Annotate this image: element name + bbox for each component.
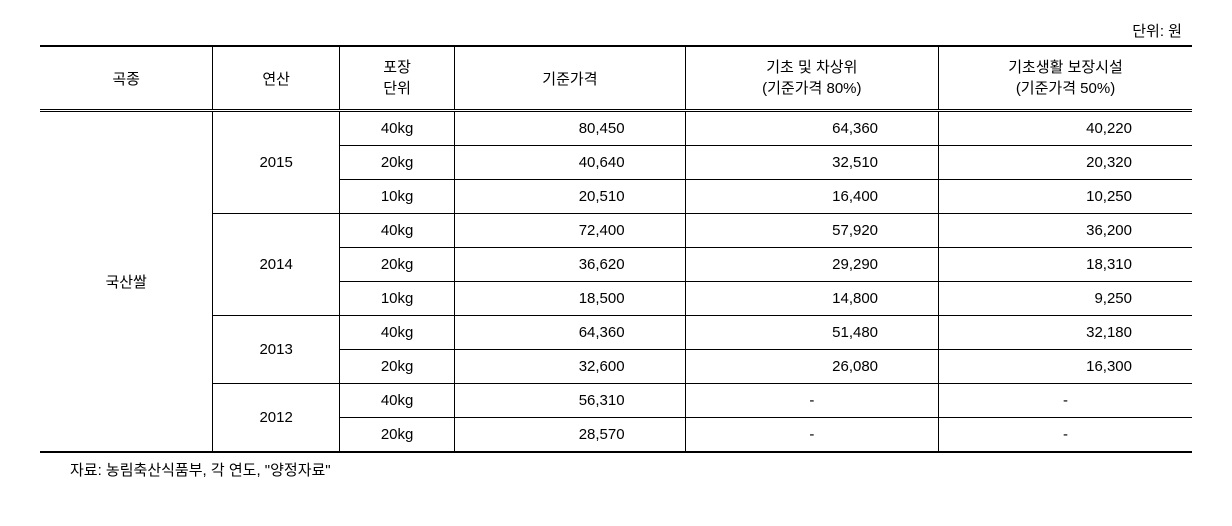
- year-cell: 2012: [213, 384, 340, 453]
- unit-label: 단위: 원: [40, 20, 1192, 41]
- p80-cell: 57,920: [685, 214, 938, 248]
- base-price-cell: 20,510: [455, 180, 685, 214]
- base-price-cell: 56,310: [455, 384, 685, 418]
- p80-cell: -: [685, 418, 938, 453]
- p80-cell: -: [685, 384, 938, 418]
- unit-cell: 40kg: [340, 384, 455, 418]
- base-price-cell: 32,600: [455, 350, 685, 384]
- p50-cell: 36,200: [939, 214, 1192, 248]
- p80-cell: 16,400: [685, 180, 938, 214]
- source-note: 자료: 농림축산식품부, 각 연도, "양정자료": [40, 459, 1192, 480]
- p80-cell: 64,360: [685, 111, 938, 146]
- header-package-line1: 포장: [383, 59, 411, 76]
- p80-cell: 26,080: [685, 350, 938, 384]
- p50-cell: 40,220: [939, 111, 1192, 146]
- p80-cell: 14,800: [685, 282, 938, 316]
- unit-cell: 10kg: [340, 180, 455, 214]
- base-price-cell: 36,620: [455, 248, 685, 282]
- table-row: 국산쌀 2015 40kg 80,450 64,360 40,220: [40, 111, 1192, 146]
- base-price-cell: 40,640: [455, 146, 685, 180]
- p50-cell: 18,310: [939, 248, 1192, 282]
- unit-cell: 40kg: [340, 214, 455, 248]
- year-cell: 2014: [213, 214, 340, 316]
- unit-cell: 20kg: [340, 146, 455, 180]
- base-price-cell: 72,400: [455, 214, 685, 248]
- unit-cell: 40kg: [340, 111, 455, 146]
- header-base-price: 기준가격: [455, 46, 685, 111]
- header-p80-line2: (기준가격 80%): [762, 80, 861, 97]
- header-price-80: 기초 및 차상위 (기준가격 80%): [685, 46, 938, 111]
- header-package-unit: 포장 단위: [340, 46, 455, 111]
- table-row: 2014 40kg 72,400 57,920 36,200: [40, 214, 1192, 248]
- unit-cell: 20kg: [340, 350, 455, 384]
- header-price-50: 기초생활 보장시설 (기준가격 50%): [939, 46, 1192, 111]
- header-grain-type: 곡종: [40, 46, 213, 111]
- p50-cell: -: [939, 418, 1192, 453]
- p80-cell: 51,480: [685, 316, 938, 350]
- header-p50-line1: 기초생활 보장시설: [1008, 59, 1123, 76]
- base-price-cell: 28,570: [455, 418, 685, 453]
- p50-cell: 9,250: [939, 282, 1192, 316]
- p80-cell: 29,290: [685, 248, 938, 282]
- unit-cell: 40kg: [340, 316, 455, 350]
- header-package-line2: 단위: [383, 80, 411, 97]
- table-row: 2013 40kg 64,360 51,480 32,180: [40, 316, 1192, 350]
- header-p50-line2: (기준가격 50%): [1016, 80, 1115, 97]
- year-cell: 2015: [213, 111, 340, 214]
- p50-cell: 16,300: [939, 350, 1192, 384]
- table-row: 2012 40kg 56,310 - -: [40, 384, 1192, 418]
- price-table: 곡종 연산 포장 단위 기준가격 기초 및 차상위 (기준가격 80%) 기초생…: [40, 45, 1192, 453]
- p80-cell: 32,510: [685, 146, 938, 180]
- year-cell: 2013: [213, 316, 340, 384]
- base-price-cell: 80,450: [455, 111, 685, 146]
- base-price-cell: 64,360: [455, 316, 685, 350]
- base-price-cell: 18,500: [455, 282, 685, 316]
- grain-type-cell: 국산쌀: [40, 111, 213, 453]
- p50-cell: 20,320: [939, 146, 1192, 180]
- p50-cell: -: [939, 384, 1192, 418]
- unit-cell: 20kg: [340, 418, 455, 453]
- p50-cell: 32,180: [939, 316, 1192, 350]
- p50-cell: 10,250: [939, 180, 1192, 214]
- unit-cell: 10kg: [340, 282, 455, 316]
- header-year: 연산: [213, 46, 340, 111]
- unit-cell: 20kg: [340, 248, 455, 282]
- header-p80-line1: 기초 및 차상위: [766, 59, 857, 76]
